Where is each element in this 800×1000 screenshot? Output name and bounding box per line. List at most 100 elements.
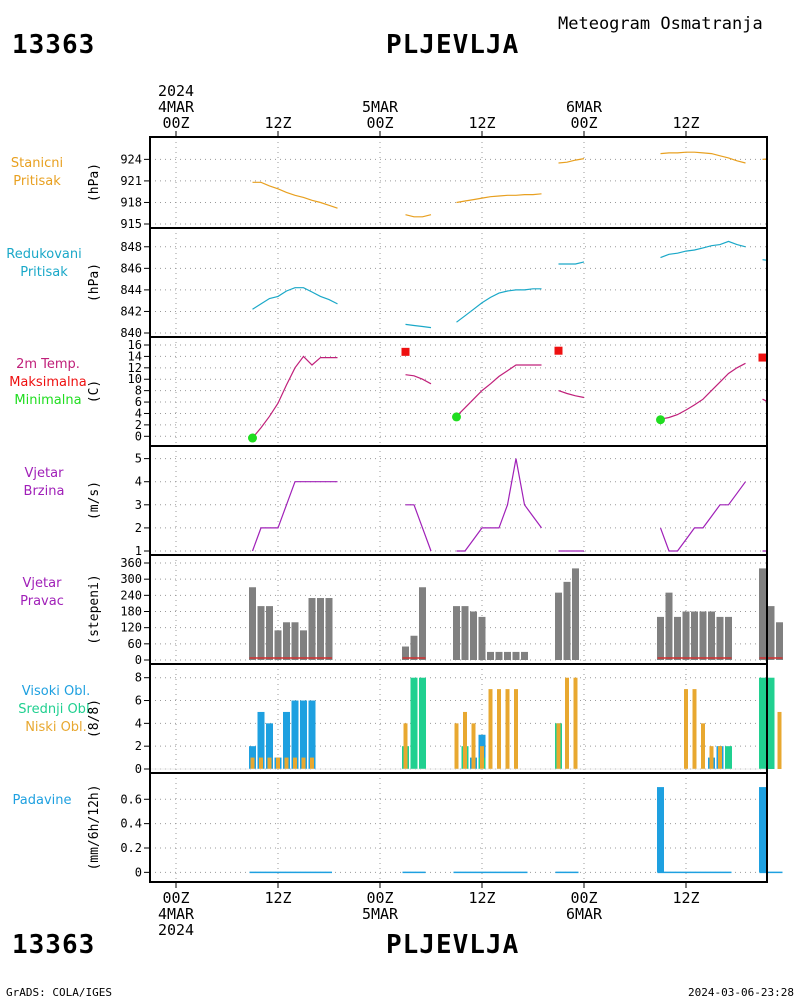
wind-direction-bar (461, 606, 469, 660)
low-cloud-bar (692, 689, 697, 769)
max-temp-marker (758, 353, 767, 362)
y-tick-label: 5 (135, 452, 142, 466)
y-tick-label: 0.6 (120, 792, 142, 806)
label-line: Padavine (12, 793, 72, 808)
station-name-top: PLJEVLJA (386, 30, 520, 60)
series-line (456, 288, 542, 323)
y-tick-label: 16 (128, 338, 142, 352)
wind-direction-bar (708, 611, 715, 660)
meteogram-title: Meteogram Osmatranja (558, 14, 763, 34)
low-cloud-bar (267, 757, 272, 769)
label-line-temp: 2m Temp. (16, 357, 80, 372)
label-line: Vjetar (24, 466, 64, 481)
y-tick-label: 8 (135, 671, 142, 685)
precip-bar (759, 787, 766, 873)
y-tick-label: 240 (120, 588, 142, 602)
panel-label-station-pressure: Stanicni Pritisak (0, 155, 74, 191)
y-tick-label: 921 (120, 174, 142, 188)
label-line: Pritisak (20, 265, 68, 280)
wind-direction-bar (767, 606, 775, 660)
wind-direction-bar (674, 616, 681, 660)
wind-direction-bar (563, 581, 571, 660)
wind-direction-bar (257, 606, 265, 660)
wind-direction-bar (470, 611, 477, 660)
y-tick-label: 4 (135, 475, 142, 489)
wind-direction-bar (249, 587, 256, 660)
mid-cloud-bar (410, 677, 418, 769)
x-axis-top-label: 4MAR (158, 98, 195, 116)
series-line (762, 259, 767, 261)
low-cloud-bar (488, 689, 493, 769)
label-line-min: Minimalna (14, 393, 82, 408)
wind-direction-bar (291, 622, 299, 660)
panel-label-precip: Padavine (0, 792, 84, 810)
wind-direction-bar (495, 651, 503, 660)
y-tick-label: 8 (135, 384, 142, 398)
series-line (660, 240, 746, 259)
series-line (762, 398, 767, 402)
x-axis-bottom-label: 12Z (264, 889, 291, 907)
panel-label-clouds: Visoki Obl. Srednji Obl. Niski Obl. (0, 683, 112, 737)
low-cloud-bar (709, 746, 714, 769)
series-line (252, 287, 338, 310)
series-line (558, 390, 585, 399)
y-tick-label: 2 (135, 418, 142, 432)
y-tick-label: 0 (135, 865, 142, 879)
panel-border (149, 445, 768, 556)
mid-cloud-bar (419, 677, 426, 769)
low-cloud-bar (284, 757, 289, 769)
y-tick-label: 915 (120, 217, 142, 231)
max-temp-marker (554, 346, 563, 355)
wind-direction-bar (725, 616, 732, 660)
x-axis-top-label: 00Z (570, 114, 597, 132)
wind-direction-bar (317, 598, 324, 660)
low-cloud-bar (565, 677, 569, 769)
y-tick-label: 4 (135, 406, 142, 420)
x-axis-top-label: 00Z (162, 114, 189, 132)
y-tick-label: 4 (135, 716, 142, 730)
series-line (456, 193, 542, 204)
x-axis-top-label: 12Z (672, 114, 699, 132)
y-tick-label: 180 (120, 605, 142, 619)
y-tick-label: 14 (128, 349, 142, 363)
label-line-max: Maksimalna (9, 375, 87, 390)
y-tick-label: 0.4 (120, 817, 142, 831)
label-line: Pritisak (13, 174, 61, 189)
x-axis-bottom-label: 00Z (162, 889, 189, 907)
series-line (405, 323, 432, 329)
y-axis-label: (C) (87, 380, 102, 403)
series-line (660, 151, 746, 164)
wind-direction-bar (325, 598, 333, 660)
min-temp-marker (248, 433, 257, 443)
series-line (405, 374, 432, 385)
station-name-bottom: PLJEVLJA (386, 930, 520, 960)
y-tick-label: 2 (135, 739, 142, 753)
label-line: Vjetar (22, 576, 62, 591)
y-axis-label: (hPa) (87, 263, 102, 302)
label-line: Brzina (23, 484, 65, 499)
y-tick-label: 3 (135, 498, 142, 512)
y-tick-label: 10 (128, 372, 142, 386)
wind-direction-bar (555, 592, 562, 660)
y-tick-label: 2 (135, 521, 142, 535)
low-cloud-bar (514, 689, 518, 769)
wind-direction-bar (308, 598, 316, 660)
low-cloud-bar (505, 689, 510, 769)
low-cloud-bar (250, 757, 255, 769)
label-line-high: Visoki Obl. (21, 684, 91, 699)
wind-direction-bar (487, 651, 494, 660)
y-tick-label: 918 (120, 195, 142, 209)
low-cloud-bar (276, 757, 280, 769)
y-tick-label: 848 (120, 240, 142, 254)
series-line (252, 355, 338, 439)
panel-label-reduced-pressure: Redukovani Pritisak (0, 246, 88, 282)
min-temp-marker (656, 415, 665, 425)
wind-direction-bar (776, 622, 783, 660)
y-axis-label: (mm/6h/12h) (87, 784, 102, 870)
wind-direction-bar (521, 651, 528, 660)
wind-direction-bar (300, 630, 307, 660)
y-tick-label: 842 (120, 304, 142, 318)
wind-direction-bar (759, 568, 766, 660)
x-axis-top-label: 12Z (264, 114, 291, 132)
